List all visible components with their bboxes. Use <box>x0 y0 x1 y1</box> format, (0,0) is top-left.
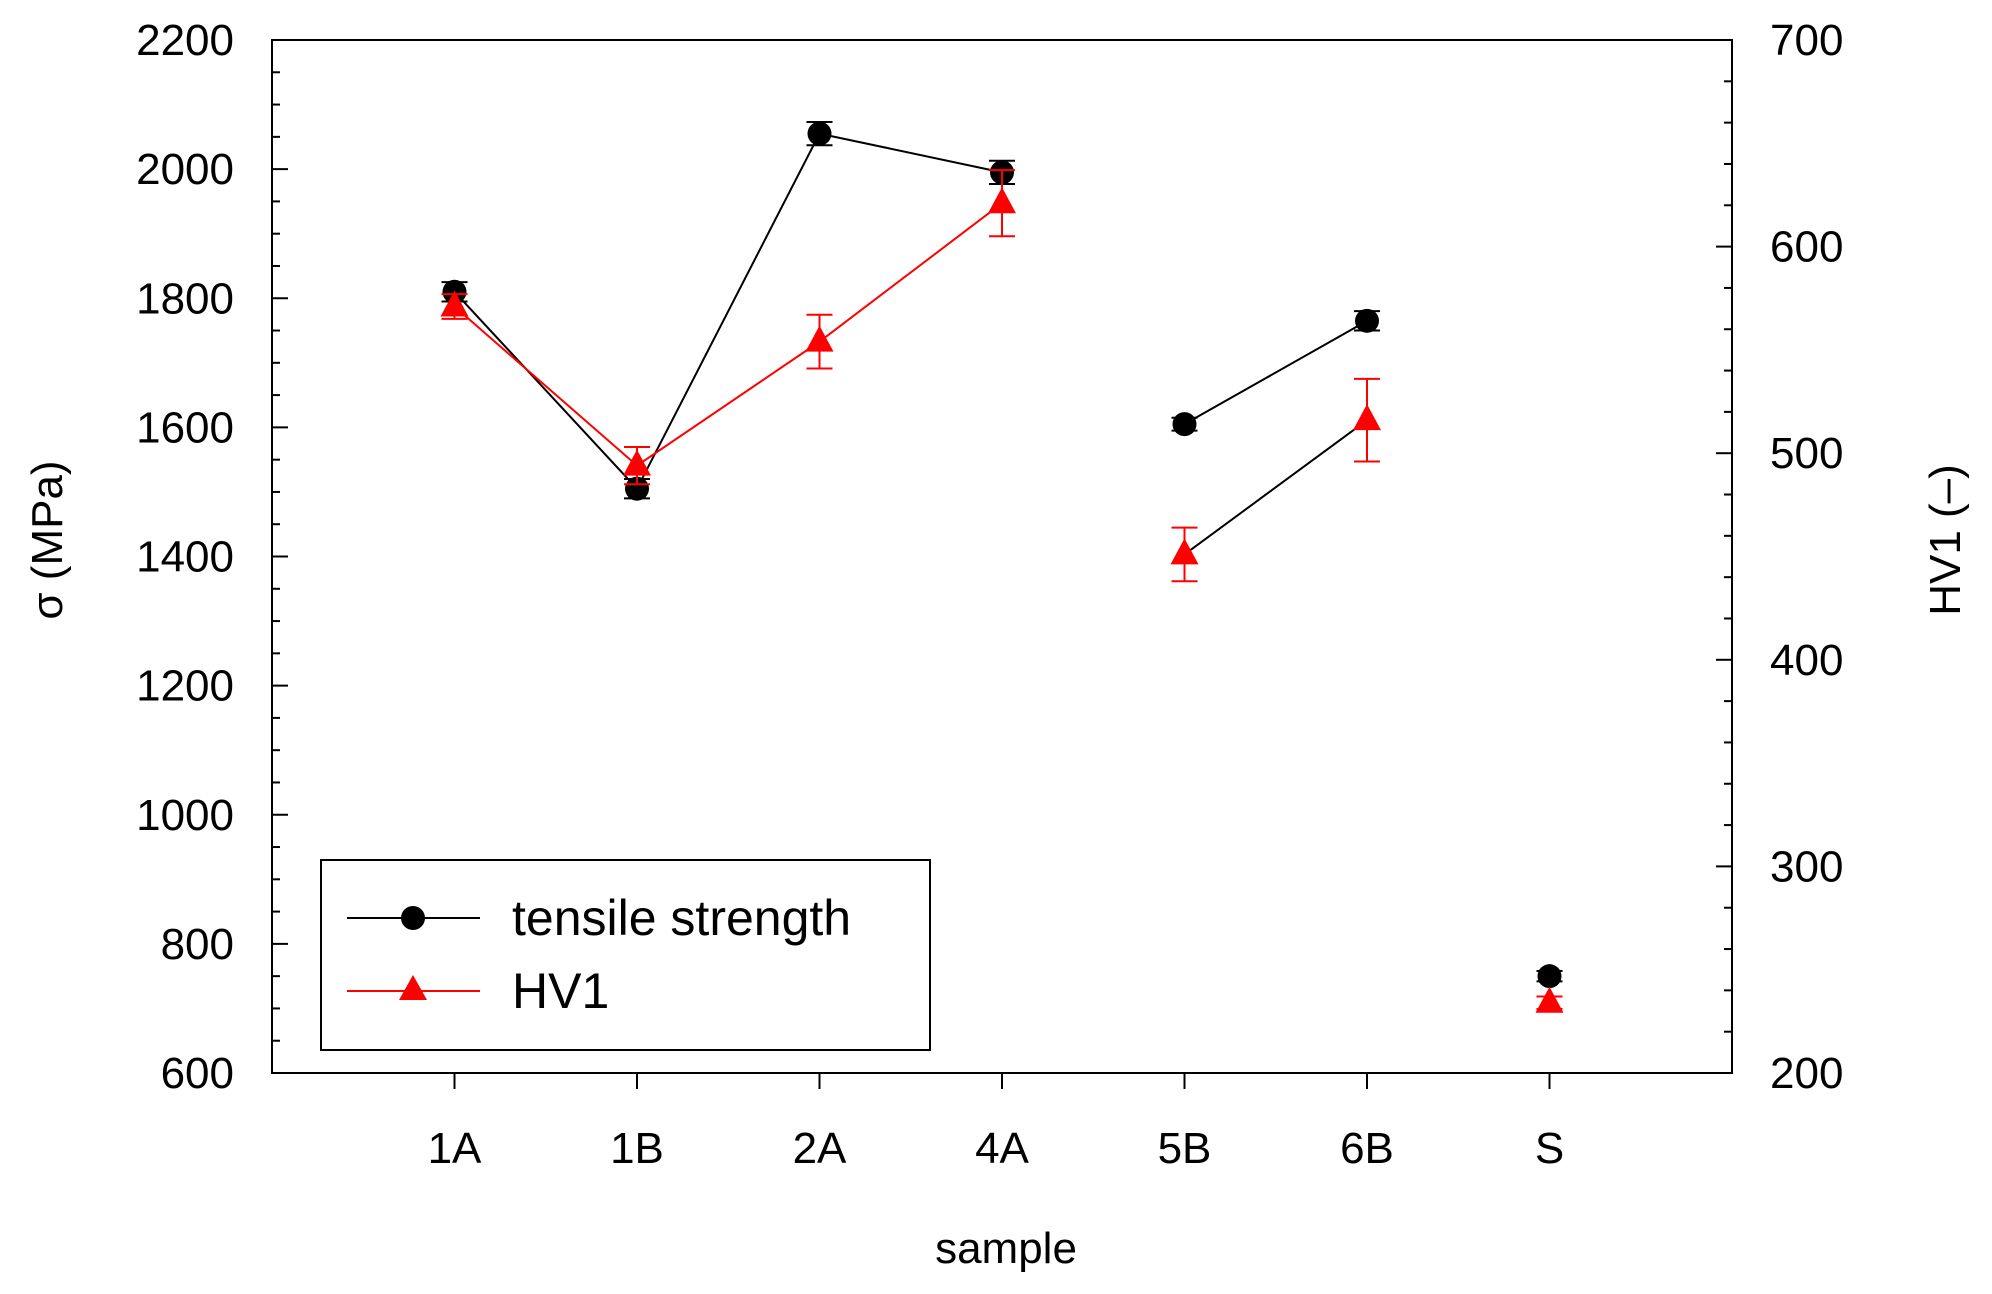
data-point <box>805 325 834 352</box>
left-tick-label: 1400 <box>136 533 234 582</box>
series-line <box>453 202 1003 467</box>
data-point <box>1537 964 1562 989</box>
data-point <box>1353 404 1381 431</box>
data-point <box>625 476 649 501</box>
x-tick-label: S <box>1535 1124 1564 1173</box>
left-tick-label: 1000 <box>136 791 234 840</box>
right-tick-label: 700 <box>1770 16 1843 65</box>
left-tick-label: 800 <box>161 920 234 969</box>
x-axis-title: sample <box>935 1224 1077 1273</box>
series-tensile-strength <box>441 120 1563 989</box>
data-point <box>1535 986 1564 1013</box>
x-tick-label: 4A <box>975 1124 1029 1173</box>
x-tick-label: 2A <box>793 1124 847 1173</box>
series-line <box>1183 419 1368 556</box>
legend-box <box>320 859 931 1051</box>
x-tick-label: 6B <box>1340 1124 1394 1173</box>
data-point <box>1355 308 1379 333</box>
data-point <box>623 449 651 476</box>
left-tick-label: 1800 <box>136 274 234 323</box>
data-point <box>440 290 469 317</box>
left-tick-label: 2200 <box>136 16 234 65</box>
right-axis: 200 300 400 500 600 700 <box>1716 16 1843 1098</box>
right-tick-label: 400 <box>1770 636 1843 685</box>
data-point <box>807 121 832 146</box>
right-axis-title: HV1 (–) <box>1921 464 1970 616</box>
left-axis: 600 800 1000 1200 1400 1600 1800 2000 2200 <box>136 16 288 1098</box>
right-tick-label: 500 <box>1770 429 1843 478</box>
series-line <box>453 132 1003 491</box>
legend-marker-hv1 <box>399 975 427 1000</box>
left-tick-label: 1600 <box>136 403 234 452</box>
series-line <box>1184 319 1368 426</box>
data-point <box>1170 538 1199 565</box>
right-tick-label: 600 <box>1770 223 1843 272</box>
x-axis: 1A 1B 2A 4A 5B 6B S <box>428 1073 1564 1173</box>
data-point <box>988 187 1016 214</box>
x-tick-label: 5B <box>1158 1124 1212 1173</box>
x-tick-label: 1A <box>428 1124 482 1173</box>
right-tick-label: 300 <box>1770 842 1843 891</box>
legend-label-hv1: HV1 <box>512 963 609 1019</box>
legend-marker-tensile <box>401 906 425 930</box>
series-layer <box>440 120 1564 1013</box>
x-tick-label: 1B <box>610 1124 664 1173</box>
left-tick-label: 600 <box>161 1049 234 1098</box>
data-point <box>1172 412 1197 437</box>
left-axis-title: σ (MPa) <box>23 460 72 619</box>
right-tick-label: 200 <box>1770 1049 1843 1098</box>
left-tick-label: 1200 <box>136 662 234 711</box>
series-hv1 <box>440 169 1564 1013</box>
left-tick-label: 2000 <box>136 145 234 194</box>
legend-label-tensile: tensile strength <box>512 890 851 946</box>
legend: tensile strength HV1 <box>320 859 931 1051</box>
